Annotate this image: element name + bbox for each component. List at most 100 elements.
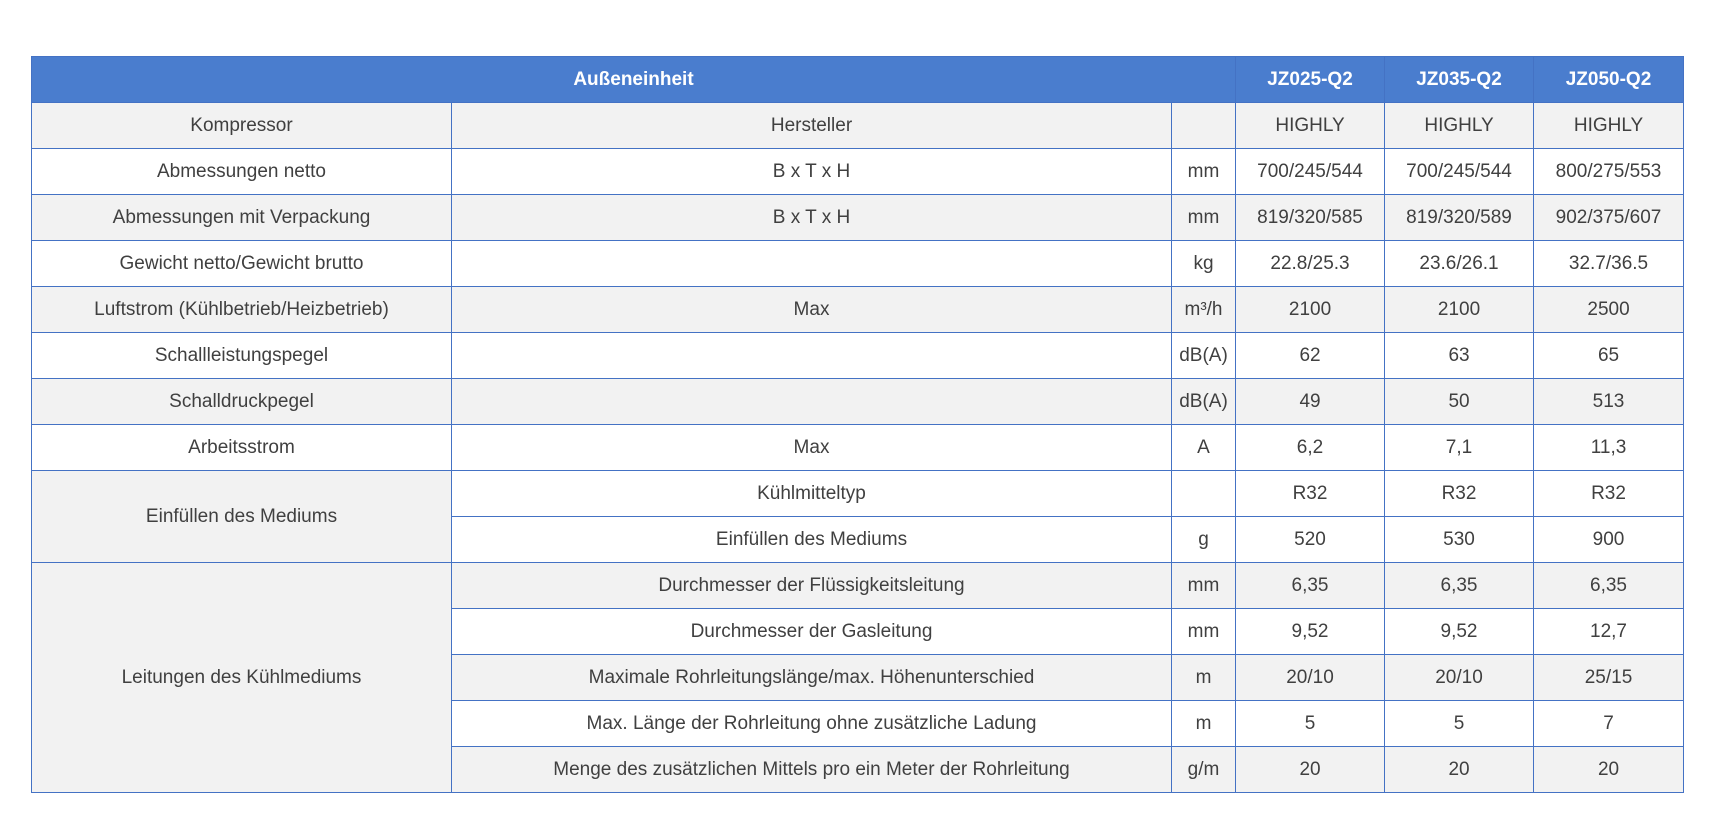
row-value-2: 2100 bbox=[1384, 286, 1535, 333]
row-value-1: 22.8/25.3 bbox=[1235, 240, 1386, 287]
row-value-3: 12,7 bbox=[1533, 608, 1685, 655]
row-value-2: 20 bbox=[1384, 746, 1535, 793]
row-value-3: 800/275/553 bbox=[1533, 148, 1685, 195]
table-row: Kompressor Hersteller HIGHLY HIGHLY HIGH… bbox=[31, 102, 1685, 149]
row-unit: mm bbox=[1170, 608, 1237, 655]
row-value-2: 5 bbox=[1384, 700, 1535, 747]
row-category: Kompressor bbox=[31, 102, 452, 149]
row-value-2: 700/245/544 bbox=[1384, 148, 1535, 195]
row-parameter: Kühlmitteltyp bbox=[451, 470, 1172, 517]
row-value-2: 819/320/589 bbox=[1384, 194, 1535, 241]
row-unit: A bbox=[1170, 424, 1237, 471]
table-row: Abmessungen mit Verpackung B x T x H mm … bbox=[31, 194, 1685, 241]
spec-table: Außeneinheit JZ025-Q2 JZ035-Q2 JZ050-Q2 … bbox=[30, 56, 1685, 793]
row-value-1: 2100 bbox=[1235, 286, 1386, 333]
row-unit: mm bbox=[1170, 148, 1237, 195]
row-value-2: R32 bbox=[1384, 470, 1535, 517]
table-row: Arbeitsstrom Max A 6,2 7,1 11,3 bbox=[31, 424, 1685, 471]
table-row: Schallleistungspegel dB(A) 62 63 65 bbox=[31, 332, 1685, 379]
row-value-1: HIGHLY bbox=[1235, 102, 1386, 149]
row-category: Gewicht netto/Gewicht brutto bbox=[31, 240, 452, 287]
row-value-3: 11,3 bbox=[1533, 424, 1685, 471]
row-parameter: Durchmesser der Gasleitung bbox=[451, 608, 1172, 655]
row-parameter: B x T x H bbox=[451, 148, 1172, 195]
row-parameter: Max bbox=[451, 424, 1172, 471]
row-category-merged: Einfüllen des Mediums bbox=[31, 470, 452, 563]
row-parameter bbox=[451, 240, 1172, 287]
table-row: Menge des zusätzlichen Mittels pro ein M… bbox=[32, 746, 1685, 793]
table-row: Einfüllen des Mediums Kühlmitteltyp R32 … bbox=[31, 470, 1685, 563]
table-row: Gewicht netto/Gewicht brutto kg 22.8/25.… bbox=[31, 240, 1685, 287]
row-value-1: 5 bbox=[1235, 700, 1386, 747]
row-parameter: Maximale Rohrleitungslänge/max. Höhenunt… bbox=[451, 654, 1172, 701]
table-row: Schalldruckpegel dB(A) 49 50 513 bbox=[31, 378, 1685, 425]
spec-table-container: Außeneinheit JZ025-Q2 JZ035-Q2 JZ050-Q2 … bbox=[30, 56, 1685, 793]
row-value-1: 20/10 bbox=[1235, 654, 1386, 701]
row-parameter: Durchmesser der Flüssigkeitsleitung bbox=[451, 562, 1172, 609]
row-value-3: 2500 bbox=[1533, 286, 1685, 333]
row-unit bbox=[1170, 102, 1237, 149]
row-value-2: 50 bbox=[1384, 378, 1535, 425]
row-value-2: 23.6/26.1 bbox=[1384, 240, 1535, 287]
row-unit: g/m bbox=[1170, 746, 1237, 793]
row-category: Abmessungen mit Verpackung bbox=[31, 194, 452, 241]
row-value-3: 6,35 bbox=[1533, 562, 1685, 609]
row-value-3: 902/375/607 bbox=[1533, 194, 1685, 241]
row-parameter: Einfüllen des Mediums bbox=[451, 516, 1172, 563]
table-row: Leitungen des Kühlmediums Durchmesser de… bbox=[31, 562, 1685, 793]
row-unit: kg bbox=[1170, 240, 1237, 287]
row-value-3: R32 bbox=[1533, 470, 1685, 517]
row-value-3: 513 bbox=[1533, 378, 1685, 425]
row-value-2: 63 bbox=[1384, 332, 1535, 379]
row-parameter: B x T x H bbox=[451, 194, 1172, 241]
row-unit: dB(A) bbox=[1170, 378, 1237, 425]
row-value-1: 49 bbox=[1235, 378, 1386, 425]
row-unit: mm bbox=[1170, 194, 1237, 241]
row-category: Luftstrom (Kühlbetrieb/Heizbetrieb) bbox=[31, 286, 452, 333]
row-value-3: 32.7/36.5 bbox=[1533, 240, 1685, 287]
row-value-2: 9,52 bbox=[1384, 608, 1535, 655]
row-value-2: 7,1 bbox=[1384, 424, 1535, 471]
row-value-2: 530 bbox=[1384, 516, 1535, 563]
table-row: Max. Länge der Rohrleitung ohne zusätzli… bbox=[32, 700, 1685, 747]
row-parameter: Max bbox=[451, 286, 1172, 333]
header-model-2: JZ035-Q2 bbox=[1384, 56, 1535, 103]
header-title: Außeneinheit bbox=[30, 56, 1237, 103]
row-value-1: R32 bbox=[1235, 470, 1386, 517]
header-model-1: JZ025-Q2 bbox=[1235, 56, 1386, 103]
row-value-2: 20/10 bbox=[1384, 654, 1535, 701]
row-parameter: Max. Länge der Rohrleitung ohne zusätzli… bbox=[451, 700, 1172, 747]
row-unit: m bbox=[1170, 700, 1237, 747]
row-unit: m bbox=[1170, 654, 1237, 701]
row-parameter bbox=[451, 378, 1172, 425]
row-category-merged: Leitungen des Kühlmediums bbox=[31, 562, 452, 793]
row-category: Abmessungen netto bbox=[31, 148, 452, 195]
row-parameter: Menge des zusätzlichen Mittels pro ein M… bbox=[451, 746, 1172, 793]
row-value-3: 65 bbox=[1533, 332, 1685, 379]
table-row: Abmessungen netto B x T x H mm 700/245/5… bbox=[31, 148, 1685, 195]
row-category: Schalldruckpegel bbox=[31, 378, 452, 425]
row-value-1: 6,2 bbox=[1235, 424, 1386, 471]
row-value-1: 6,35 bbox=[1235, 562, 1386, 609]
row-value-1: 520 bbox=[1235, 516, 1386, 563]
row-value-2: 6,35 bbox=[1384, 562, 1535, 609]
row-value-1: 700/245/544 bbox=[1235, 148, 1386, 195]
row-category: Arbeitsstrom bbox=[31, 424, 452, 471]
row-parameter bbox=[451, 332, 1172, 379]
header-model-3: JZ050-Q2 bbox=[1533, 56, 1685, 103]
row-value-3: 25/15 bbox=[1533, 654, 1685, 701]
row-value-1: 20 bbox=[1235, 746, 1386, 793]
row-value-3: 900 bbox=[1533, 516, 1685, 563]
row-value-2: HIGHLY bbox=[1384, 102, 1535, 149]
row-parameter: Hersteller bbox=[451, 102, 1172, 149]
row-unit bbox=[1170, 470, 1237, 517]
table-header-row: Außeneinheit JZ025-Q2 JZ035-Q2 JZ050-Q2 bbox=[30, 56, 1685, 103]
row-value-1: 819/320/585 bbox=[1235, 194, 1386, 241]
table-row: Luftstrom (Kühlbetrieb/Heizbetrieb) Max … bbox=[31, 286, 1685, 333]
row-value-1: 9,52 bbox=[1235, 608, 1386, 655]
row-value-3: 20 bbox=[1533, 746, 1685, 793]
row-category: Schallleistungspegel bbox=[31, 332, 452, 379]
row-value-1: 62 bbox=[1235, 332, 1386, 379]
row-unit: dB(A) bbox=[1170, 332, 1237, 379]
table-row: Einfüllen des Mediums g 520 530 900 bbox=[32, 516, 1685, 563]
